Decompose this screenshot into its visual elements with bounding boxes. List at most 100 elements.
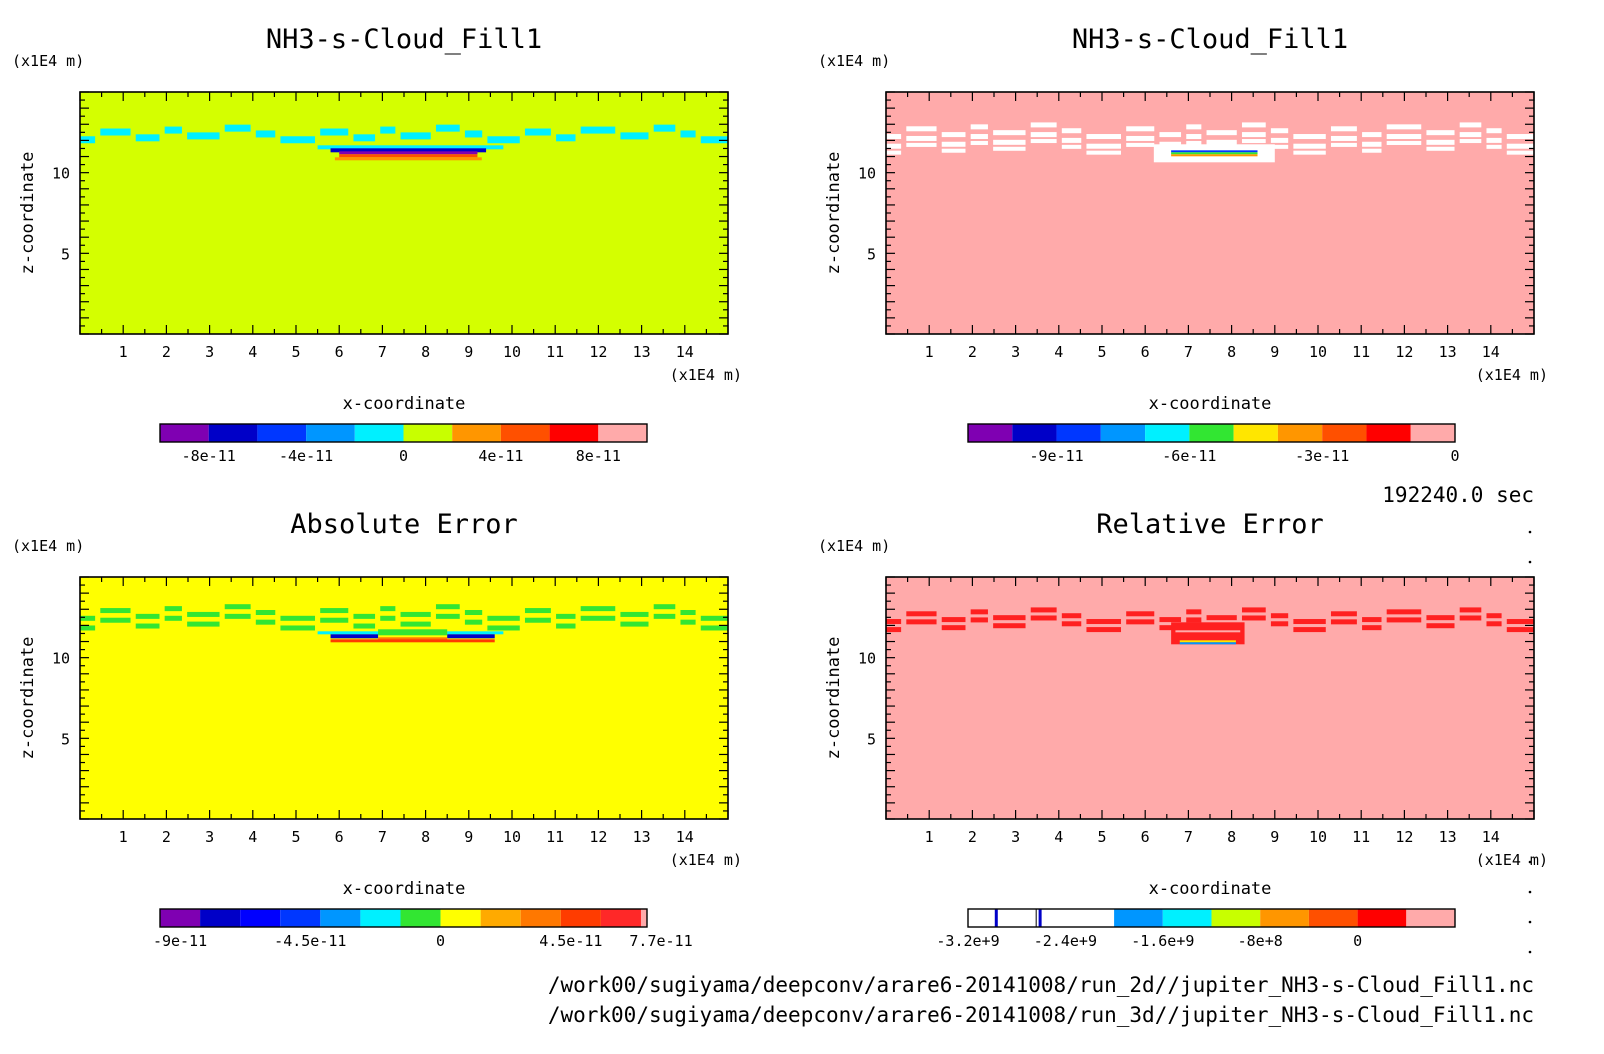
x-tick-label: 8 bbox=[421, 828, 430, 846]
x-unit-label: (x1E4 m) bbox=[670, 851, 742, 869]
blob-layer bbox=[334, 157, 482, 161]
colorbar-swatch bbox=[160, 909, 201, 927]
x-tick-label: 13 bbox=[1439, 343, 1457, 361]
panel-title: Relative Error bbox=[1096, 509, 1324, 540]
blob-layer bbox=[447, 634, 495, 639]
cloud-band bbox=[1293, 619, 1326, 625]
colorbar-swatch bbox=[1322, 424, 1367, 442]
cloud-band bbox=[135, 134, 160, 142]
cloud-band bbox=[970, 609, 988, 615]
cloud-band bbox=[680, 619, 696, 625]
colorbar: -9e-11 -4.5e-11 0 4.5e-11 7.7e-11 bbox=[153, 908, 693, 950]
ticks bbox=[79, 576, 729, 820]
x-axis-label: x-coordinate bbox=[1149, 879, 1272, 899]
colorbar-swatch bbox=[440, 909, 481, 927]
panel-title: NH3-s-Cloud_Fill1 bbox=[1072, 24, 1348, 55]
x-tick-label: 7 bbox=[1184, 343, 1193, 361]
cloud-band bbox=[1241, 139, 1266, 144]
blob-layer bbox=[330, 148, 487, 153]
cloud-band bbox=[1293, 150, 1326, 155]
cloud-band bbox=[941, 132, 966, 138]
cloud-band bbox=[970, 134, 988, 140]
z-tick-label: 10 bbox=[858, 650, 876, 668]
blob-layer bbox=[1175, 630, 1241, 633]
cloud-band bbox=[1270, 137, 1289, 143]
colorbar-swatch bbox=[257, 424, 307, 442]
cloud-band bbox=[1330, 126, 1357, 132]
cloud-band bbox=[1241, 132, 1266, 138]
x-tick-label: 7 bbox=[1184, 828, 1193, 846]
x-tick-label: 4 bbox=[1054, 828, 1063, 846]
colorbar-swatch bbox=[1189, 424, 1234, 442]
colorbar-label: 4e-11 bbox=[478, 447, 523, 465]
x-tick-label: 5 bbox=[291, 343, 300, 361]
cloud-band bbox=[1506, 143, 1534, 149]
cloud-band bbox=[1459, 122, 1482, 128]
cloud-band bbox=[1186, 609, 1202, 615]
x-tick-label: 1 bbox=[119, 828, 128, 846]
cloud-band bbox=[620, 132, 649, 140]
cloud-band bbox=[1086, 619, 1122, 625]
cloud-band bbox=[1506, 150, 1534, 155]
cloud-band bbox=[1241, 122, 1266, 128]
cloud-band bbox=[1386, 617, 1422, 623]
cloud-band bbox=[380, 615, 396, 621]
colorbar-mark bbox=[1038, 909, 1042, 927]
cloud-band bbox=[886, 627, 902, 633]
cloud-band bbox=[135, 623, 160, 629]
colorbar-swatch bbox=[452, 424, 501, 442]
cloud-band bbox=[1061, 144, 1082, 149]
x-tick-label: 10 bbox=[1309, 343, 1327, 361]
cloud-band bbox=[224, 613, 251, 619]
cloud-band bbox=[653, 604, 676, 610]
x-tick-label: 2 bbox=[968, 343, 977, 361]
cloud-band bbox=[1486, 613, 1502, 619]
cloud-band bbox=[164, 606, 182, 612]
colorbar-label: 0 bbox=[399, 447, 408, 465]
cloud-band bbox=[1126, 142, 1155, 147]
panel-p1: NH3-s-Cloud_Fill1(x1E4 m)1 2 3 4 5 6 7 8 9 10 11 12… bbox=[12, 24, 742, 465]
cloud-band bbox=[1293, 627, 1326, 633]
x-tick-label: 5 bbox=[1097, 343, 1106, 361]
cloud-band bbox=[1030, 615, 1057, 621]
cloud-band bbox=[580, 126, 616, 134]
cloud-band bbox=[1459, 615, 1482, 621]
cloud-band bbox=[1486, 621, 1502, 627]
cloud-band bbox=[80, 615, 96, 621]
ticks bbox=[885, 91, 1535, 335]
colorbar-swatch bbox=[1406, 909, 1455, 927]
cloud-band bbox=[280, 625, 316, 631]
cloud-band bbox=[135, 613, 160, 619]
colorbar-swatch bbox=[1100, 424, 1146, 442]
z-tick-label: 5 bbox=[61, 730, 70, 748]
cloud-band bbox=[941, 148, 966, 153]
x-tick-label: 10 bbox=[1309, 828, 1327, 846]
colorbar-swatch bbox=[480, 909, 521, 927]
x-tick-label: 9 bbox=[464, 343, 473, 361]
cloud-band bbox=[1506, 134, 1534, 140]
cloud-band bbox=[556, 134, 576, 142]
colorbar-label: -1.6e+9 bbox=[1131, 932, 1194, 950]
x-tick-label: 14 bbox=[676, 343, 694, 361]
x-tick-label: 2 bbox=[968, 828, 977, 846]
cloud-band bbox=[1186, 617, 1202, 623]
cloud-band bbox=[435, 124, 460, 132]
cloud-band bbox=[1362, 148, 1382, 153]
colorbar-label: -2.4e+9 bbox=[1034, 932, 1097, 950]
time-label: 192240.0 sec bbox=[1382, 483, 1534, 507]
cloud-band bbox=[1362, 132, 1382, 138]
colorbar-label: 0 bbox=[436, 932, 445, 950]
x-tick-label: 6 bbox=[335, 828, 344, 846]
edge-dot bbox=[1528, 860, 1532, 864]
cloud-band bbox=[1270, 621, 1289, 627]
blob-layer bbox=[339, 151, 478, 155]
x-tick-label: 11 bbox=[1352, 828, 1370, 846]
y-unit-label: (x1E4 m) bbox=[818, 537, 890, 555]
cloud-band bbox=[970, 617, 988, 623]
edge-dot bbox=[1528, 950, 1532, 954]
colorbar-swatch bbox=[1012, 424, 1057, 442]
panel-p3: Absolute Error(x1E4 m)1 2 3 4 5 6 7 8 9 10 11 12 13 1… bbox=[12, 509, 742, 950]
cloud-band bbox=[1293, 143, 1326, 149]
cloud-band bbox=[1241, 615, 1266, 621]
